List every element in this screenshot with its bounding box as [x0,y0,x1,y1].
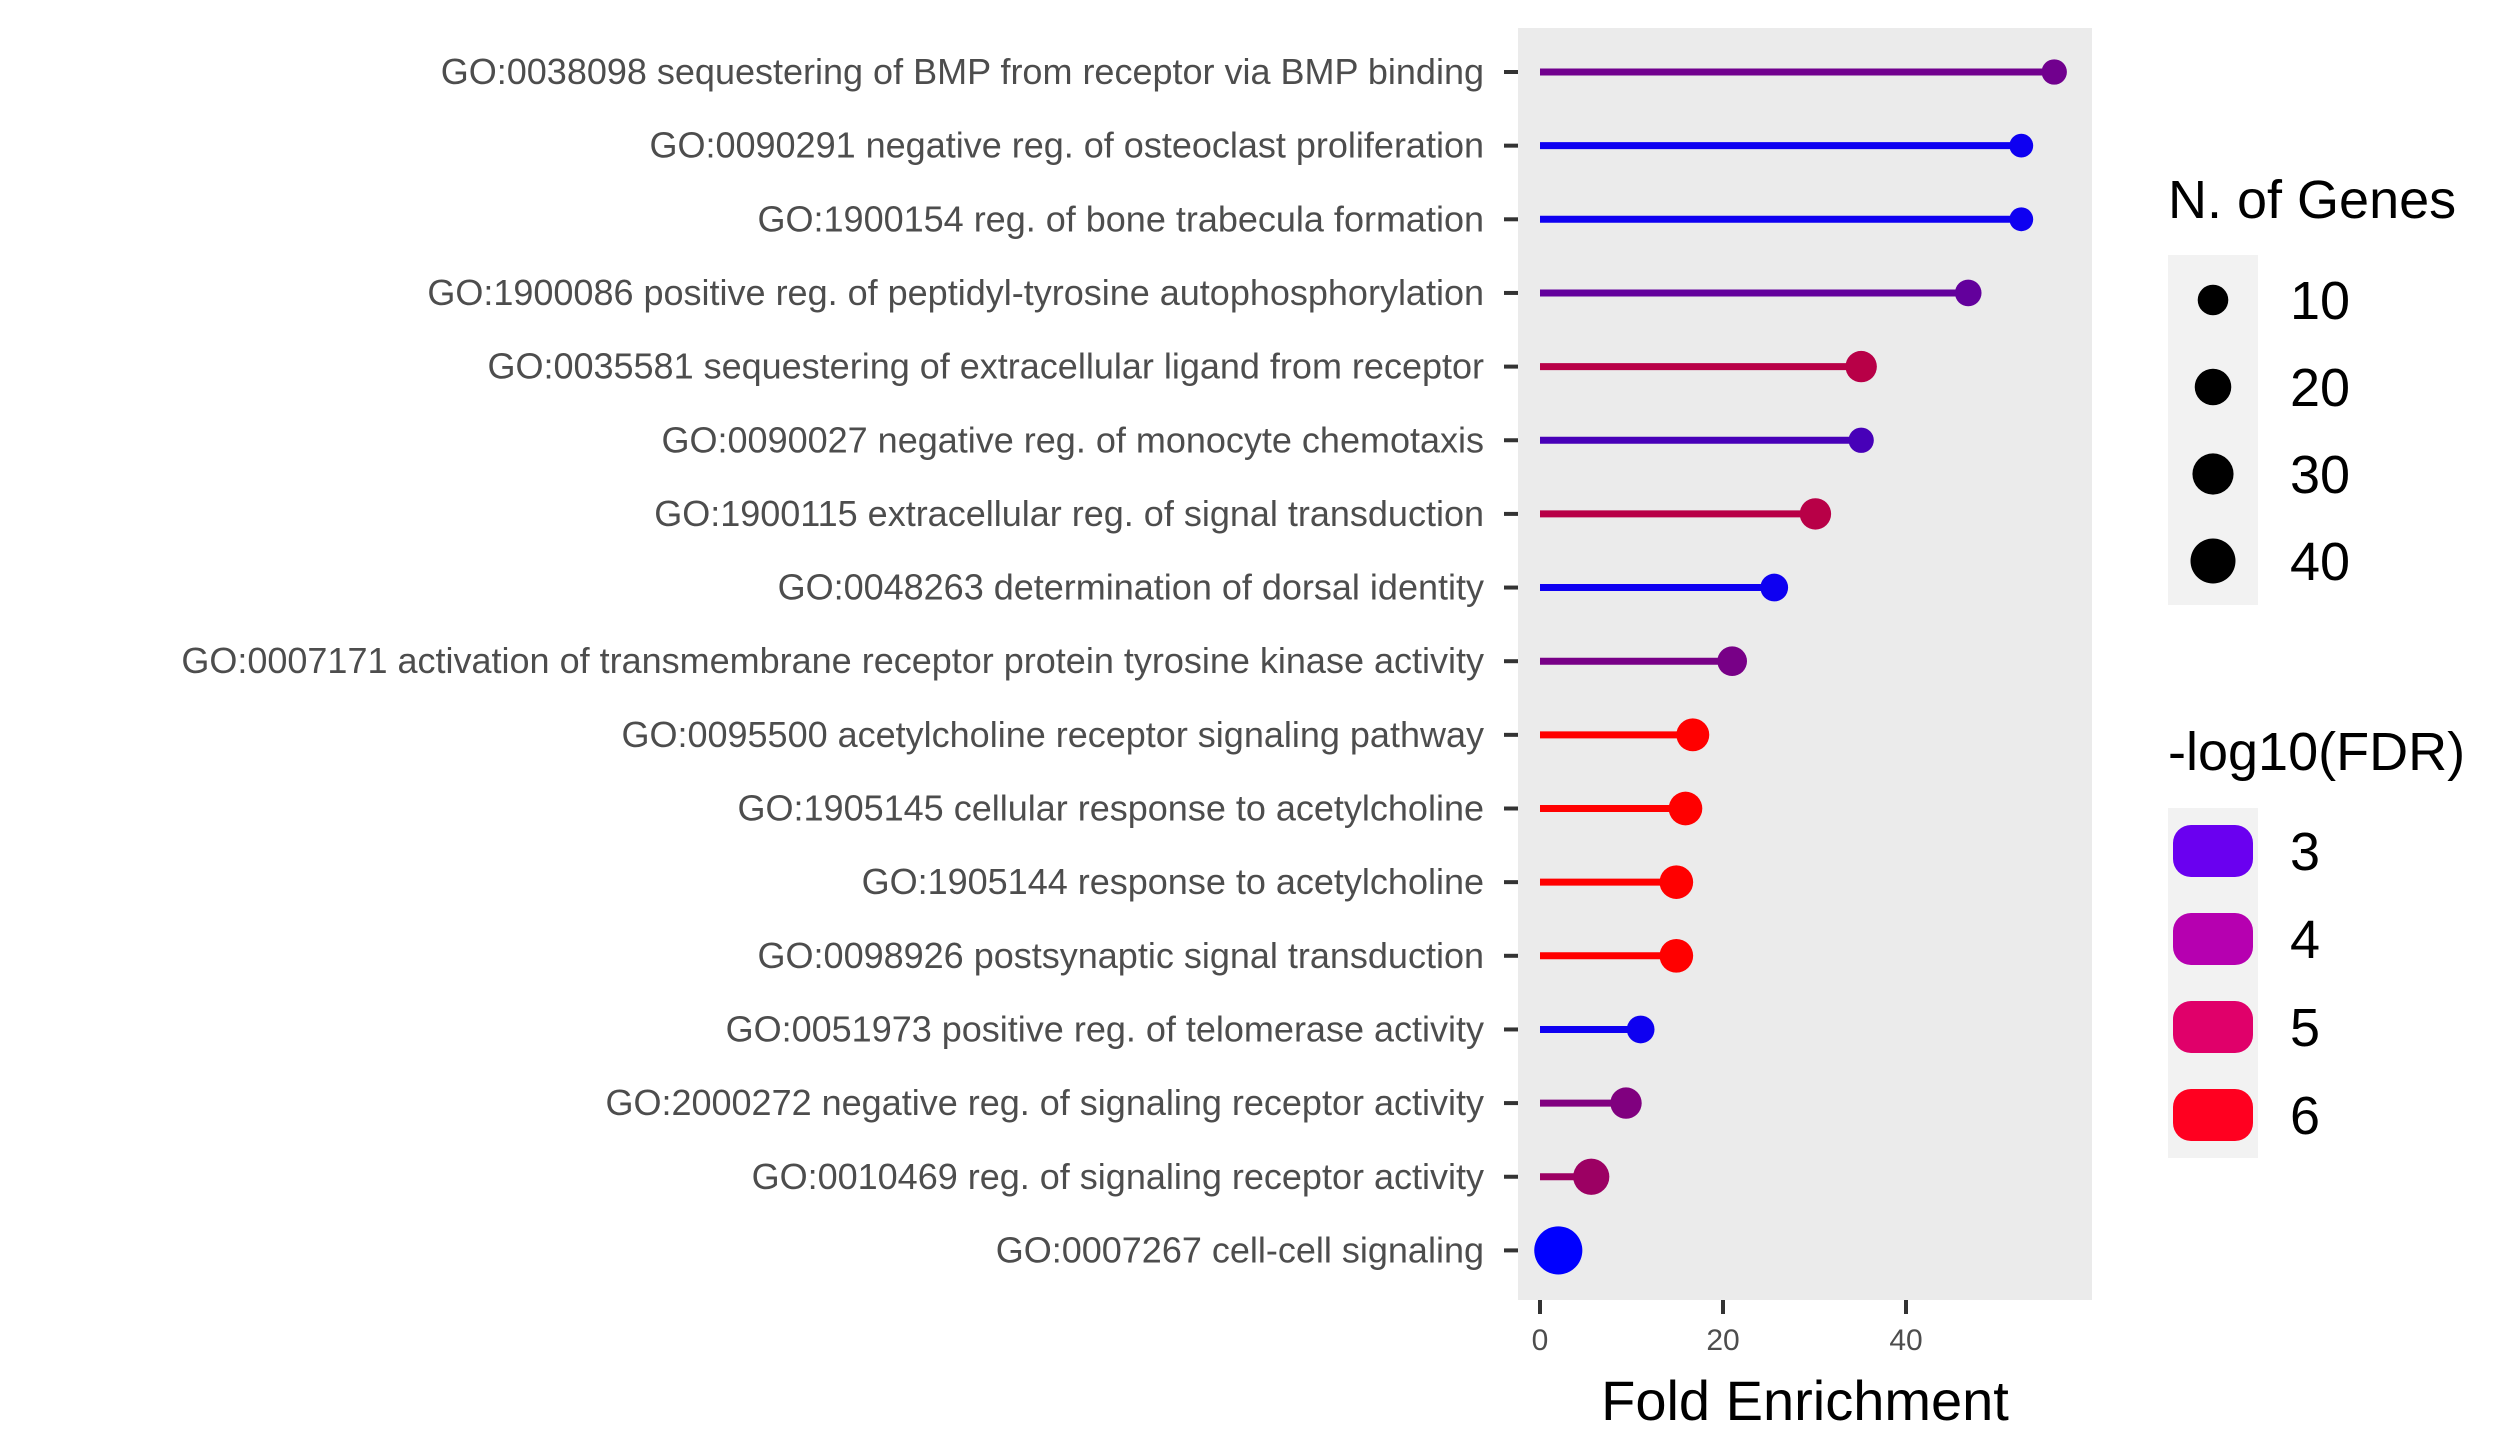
lollipop-point [1799,498,1832,530]
lollipop-point [1668,791,1703,826]
color-legend: -log10(FDR) 3 4 5 6 [2168,722,2465,1158]
lollipop-point [1659,865,1694,899]
lollipop-point [1848,427,1874,453]
y-tick-label: GO:0038098 sequestering of BMP from rece… [441,51,1484,92]
lollipop-point [1845,350,1877,383]
color-legend-label: 6 [2290,1086,2320,1146]
size-legend-key [2197,284,2229,316]
x-axis-title: Fold Enrichment [1601,1369,2009,1432]
y-tick-label: GO:0051973 positive reg. of telomerase a… [726,1008,1484,1049]
y-tick-label: GO:0090027 negative reg. of monocyte che… [662,419,1484,460]
lollipop-point [2009,133,2034,158]
lollipop-point [1760,573,1789,602]
y-tick-label: GO:0095500 acetylcholine receptor signal… [621,714,1484,755]
size-legend: N. of Genes 10 20 30 40 [2168,170,2456,605]
lollipop-point [1954,279,1982,307]
lollipop-point [1610,1087,1642,1119]
lollipop-point [2009,207,2034,232]
y-tick-label: GO:1900086 positive reg. of peptidyl-tyr… [427,272,1484,313]
color-legend-key [2173,913,2253,965]
lollipop-point [1659,938,1694,973]
color-legend-key [2173,825,2253,877]
x-tick-label: 0 [1532,1324,1549,1357]
color-legend-key [2173,1001,2253,1053]
size-legend-key [2192,453,2234,495]
x-tick-label: 20 [1706,1324,1739,1357]
color-legend-label: 3 [2290,822,2320,882]
lollipop-points [1534,59,2067,1275]
y-tick-label: GO:0007171 activation of transmembrane r… [181,640,1484,681]
size-legend-label: 30 [2290,445,2350,505]
y-tick-label: GO:1905144 response to acetylcholine [862,861,1484,902]
y-tick-label: GO:2000272 negative reg. of signaling re… [605,1082,1484,1123]
size-legend-label: 20 [2290,358,2350,418]
y-tick-label: GO:1900115 extracellular reg. of signal … [654,493,1484,534]
color-legend-title: -log10(FDR) [2168,722,2465,782]
lollipop-point [2041,59,2067,85]
lollipop-stems [1540,68,2055,1254]
y-axis-labels: GO:0038098 sequestering of BMP from rece… [181,51,1484,1270]
y-tick-label: GO:0010469 reg. of signaling receptor ac… [752,1156,1484,1197]
x-tick-label: 40 [1889,1324,1922,1357]
x-axis: 0 20 40 [1532,1300,1923,1357]
size-legend-label: 40 [2290,532,2350,592]
y-axis-ticks [1504,70,1518,1253]
y-tick-label: GO:0035581 sequestering of extracellular… [487,346,1484,387]
size-legend-title: N. of Genes [2168,170,2456,230]
lollipop-point [1717,646,1747,677]
y-tick-label: GO:1900154 reg. of bone trabecula format… [758,198,1484,239]
color-legend-key [2173,1089,2253,1141]
size-legend-label: 10 [2290,271,2350,331]
y-tick-label: GO:0098926 postsynaptic signal transduct… [758,935,1484,976]
y-tick-label: GO:0007267 cell-cell signaling [996,1229,1484,1270]
lollipop-point [1534,1226,1583,1275]
y-tick-label: GO:0048263 determination of dorsal ident… [778,567,1484,608]
lollipop-point [1676,718,1710,752]
color-legend-label: 5 [2290,998,2320,1058]
color-legend-label: 4 [2290,910,2320,970]
lollipop-point [1573,1158,1610,1195]
y-tick-label: GO:0090291 negative reg. of osteoclast p… [649,125,1484,166]
size-legend-key [2190,538,2236,584]
size-legend-key [2194,368,2232,406]
y-tick-label: GO:1905145 cellular response to acetylch… [738,788,1484,829]
lollipop-point [1626,1015,1655,1044]
